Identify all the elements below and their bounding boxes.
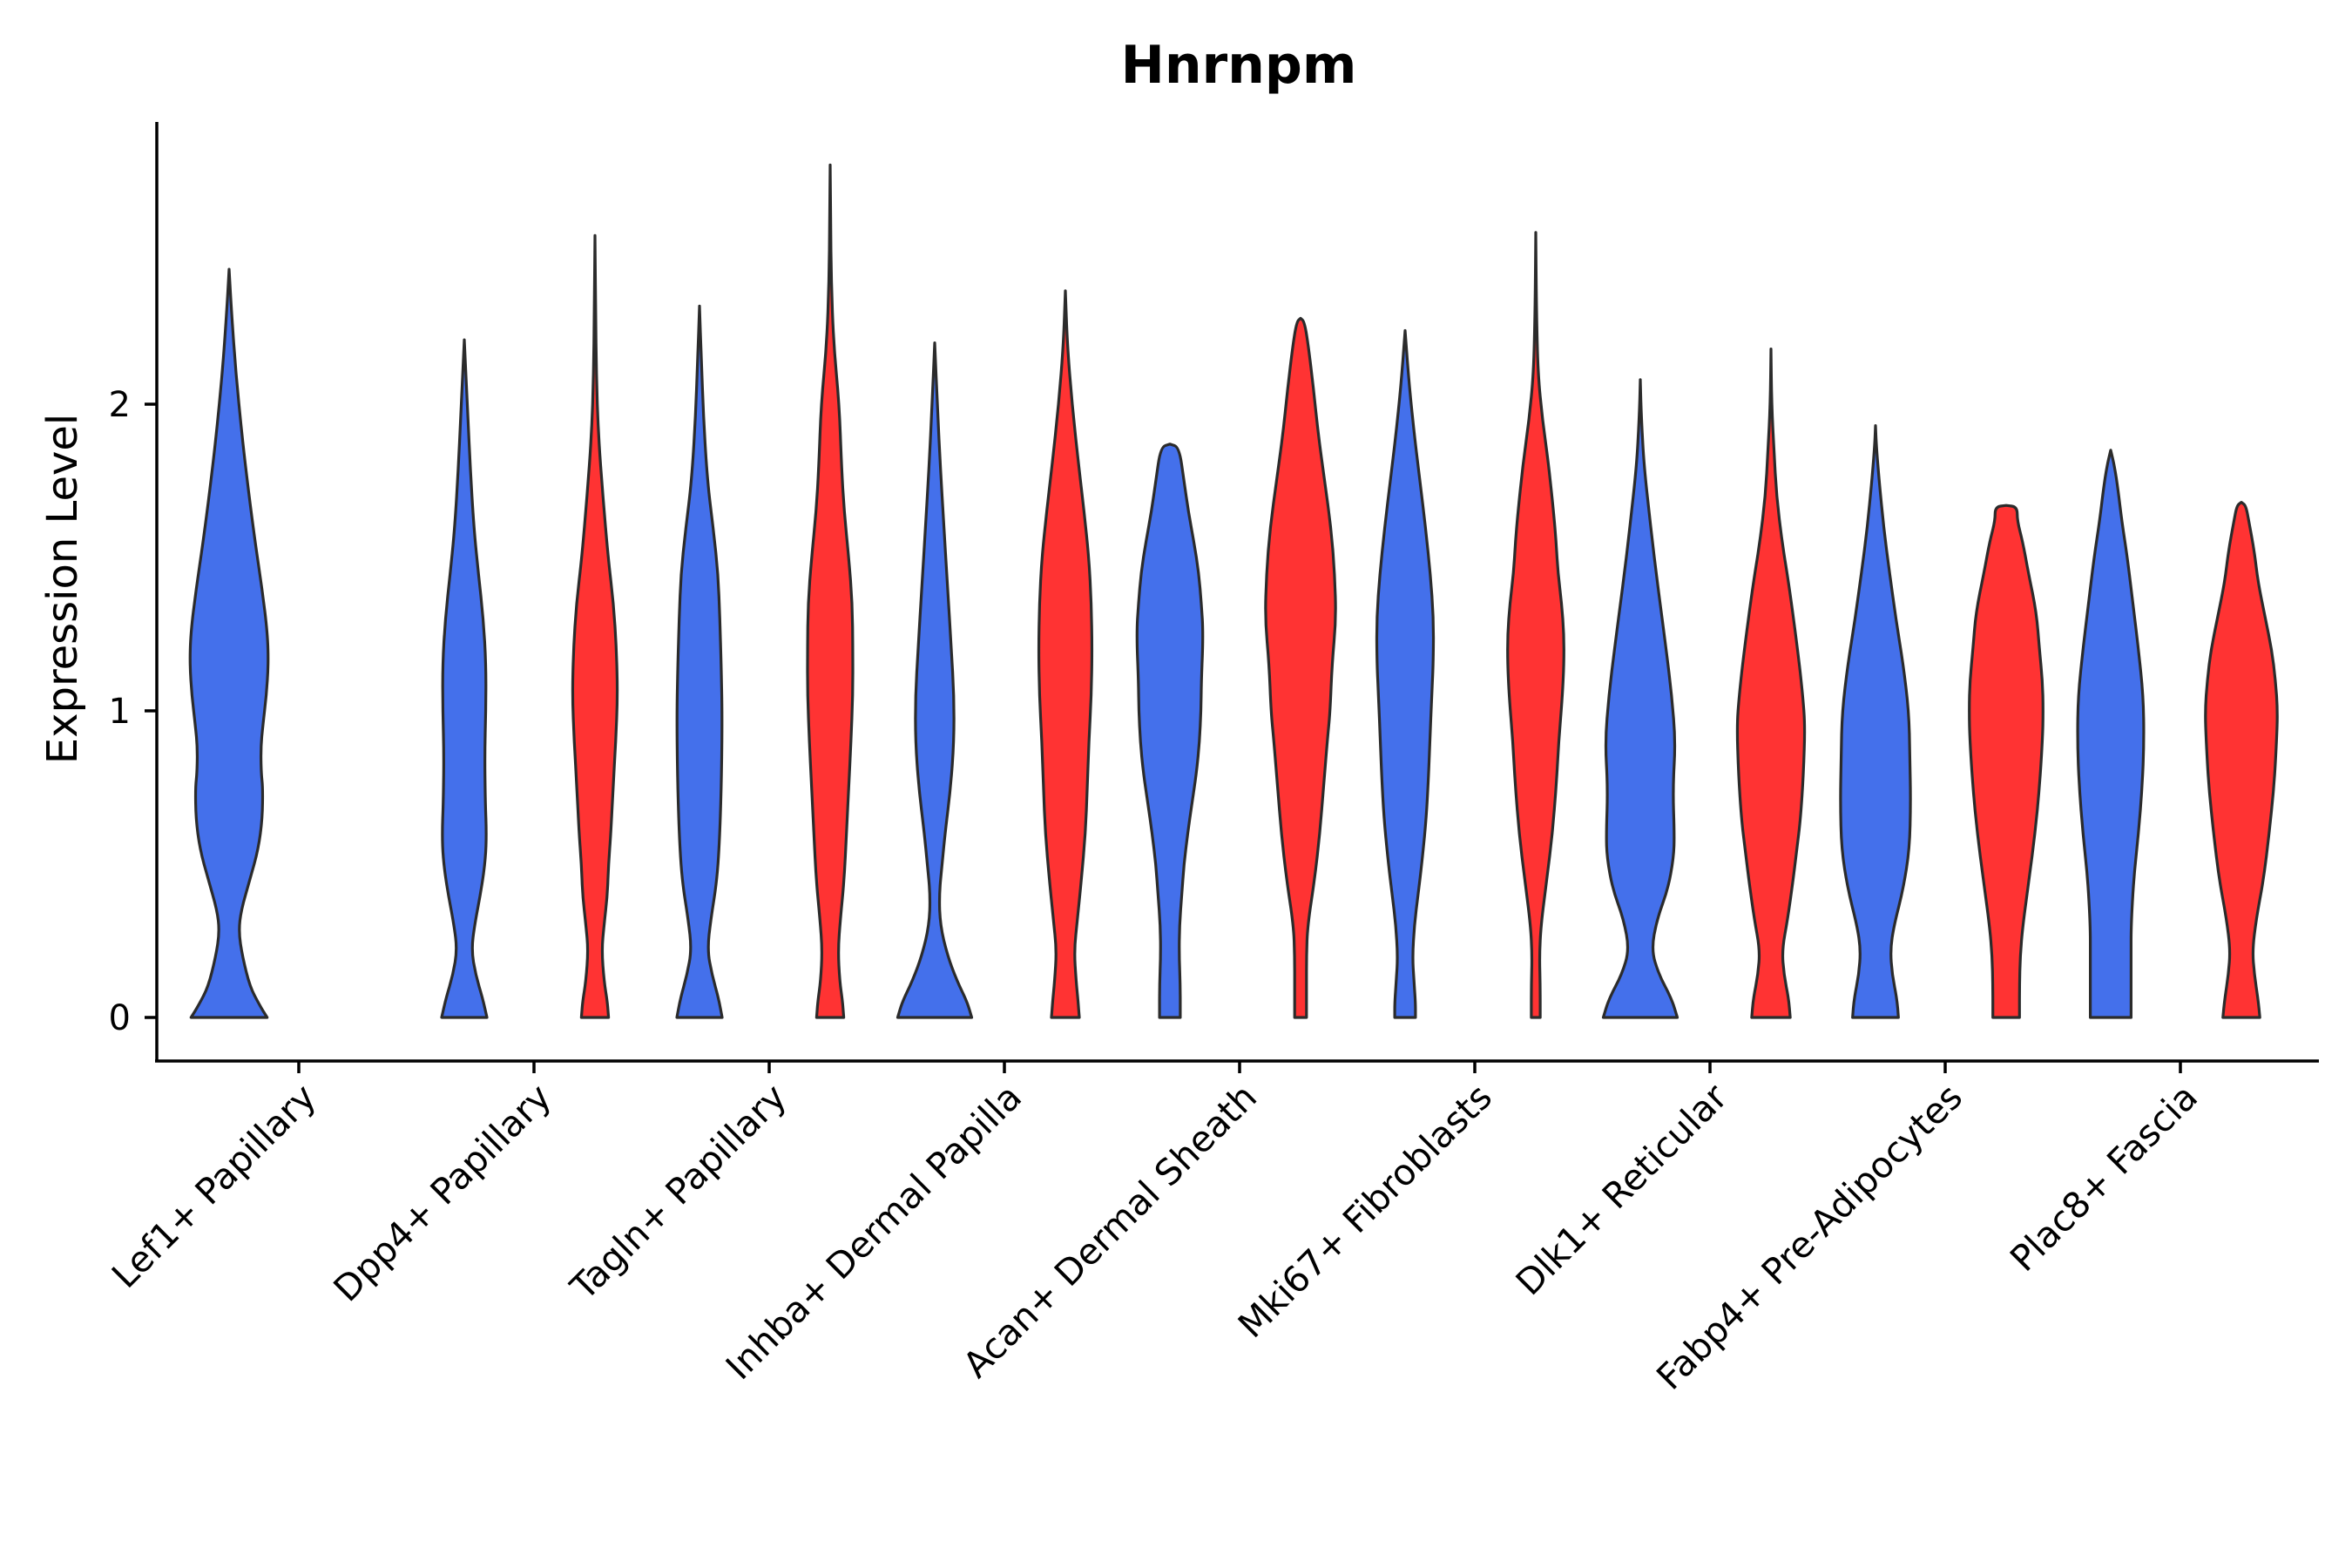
violin-blue: [1375, 328, 1436, 1019]
x-tick-label: Lef1+ Papillary: [104, 1076, 324, 1296]
x-tick-label: Mki67+ Fibroblasts: [1230, 1076, 1500, 1346]
violin-blue: [1601, 378, 1680, 1019]
y-tick-label: 1: [109, 692, 131, 732]
x-tick-label: Dlk1+ Reticular: [1508, 1076, 1735, 1303]
violin-red: [1968, 504, 2044, 1019]
violin-red: [1506, 231, 1565, 1019]
violin-blue: [188, 267, 270, 1019]
violin-blue: [896, 341, 974, 1019]
violin-red: [2204, 501, 2279, 1019]
y-tick-label: 2: [109, 385, 131, 425]
violin-red: [571, 233, 619, 1019]
violin-blue: [1839, 424, 1912, 1019]
violin-blue: [1135, 443, 1205, 1019]
violin-red: [1037, 289, 1094, 1019]
violin-blue: [2076, 449, 2146, 1019]
x-tick-label: Tagln+ Papillary: [562, 1076, 794, 1308]
x-axis-ticks: Lef1+ Papillary Dpp4+ Papillary Tagln+ Pap…: [104, 1061, 2206, 1398]
x-tick-label: Dpp4+ Papillary: [326, 1076, 559, 1309]
violin-red: [1735, 348, 1807, 1019]
chart-title: Hnrnpm: [1121, 35, 1357, 96]
y-tick-label: 0: [109, 998, 131, 1038]
violin-red: [806, 163, 855, 1019]
y-axis-label: Expression Level: [38, 414, 87, 765]
y-axis-ticks: 0 1 2: [109, 385, 157, 1038]
violin-group: [188, 163, 2279, 1019]
violin-red: [1264, 316, 1337, 1019]
violin-blue: [675, 304, 724, 1019]
x-tick-label: Plac8+ Fascia: [2002, 1076, 2206, 1280]
violin-blue: [440, 338, 489, 1019]
